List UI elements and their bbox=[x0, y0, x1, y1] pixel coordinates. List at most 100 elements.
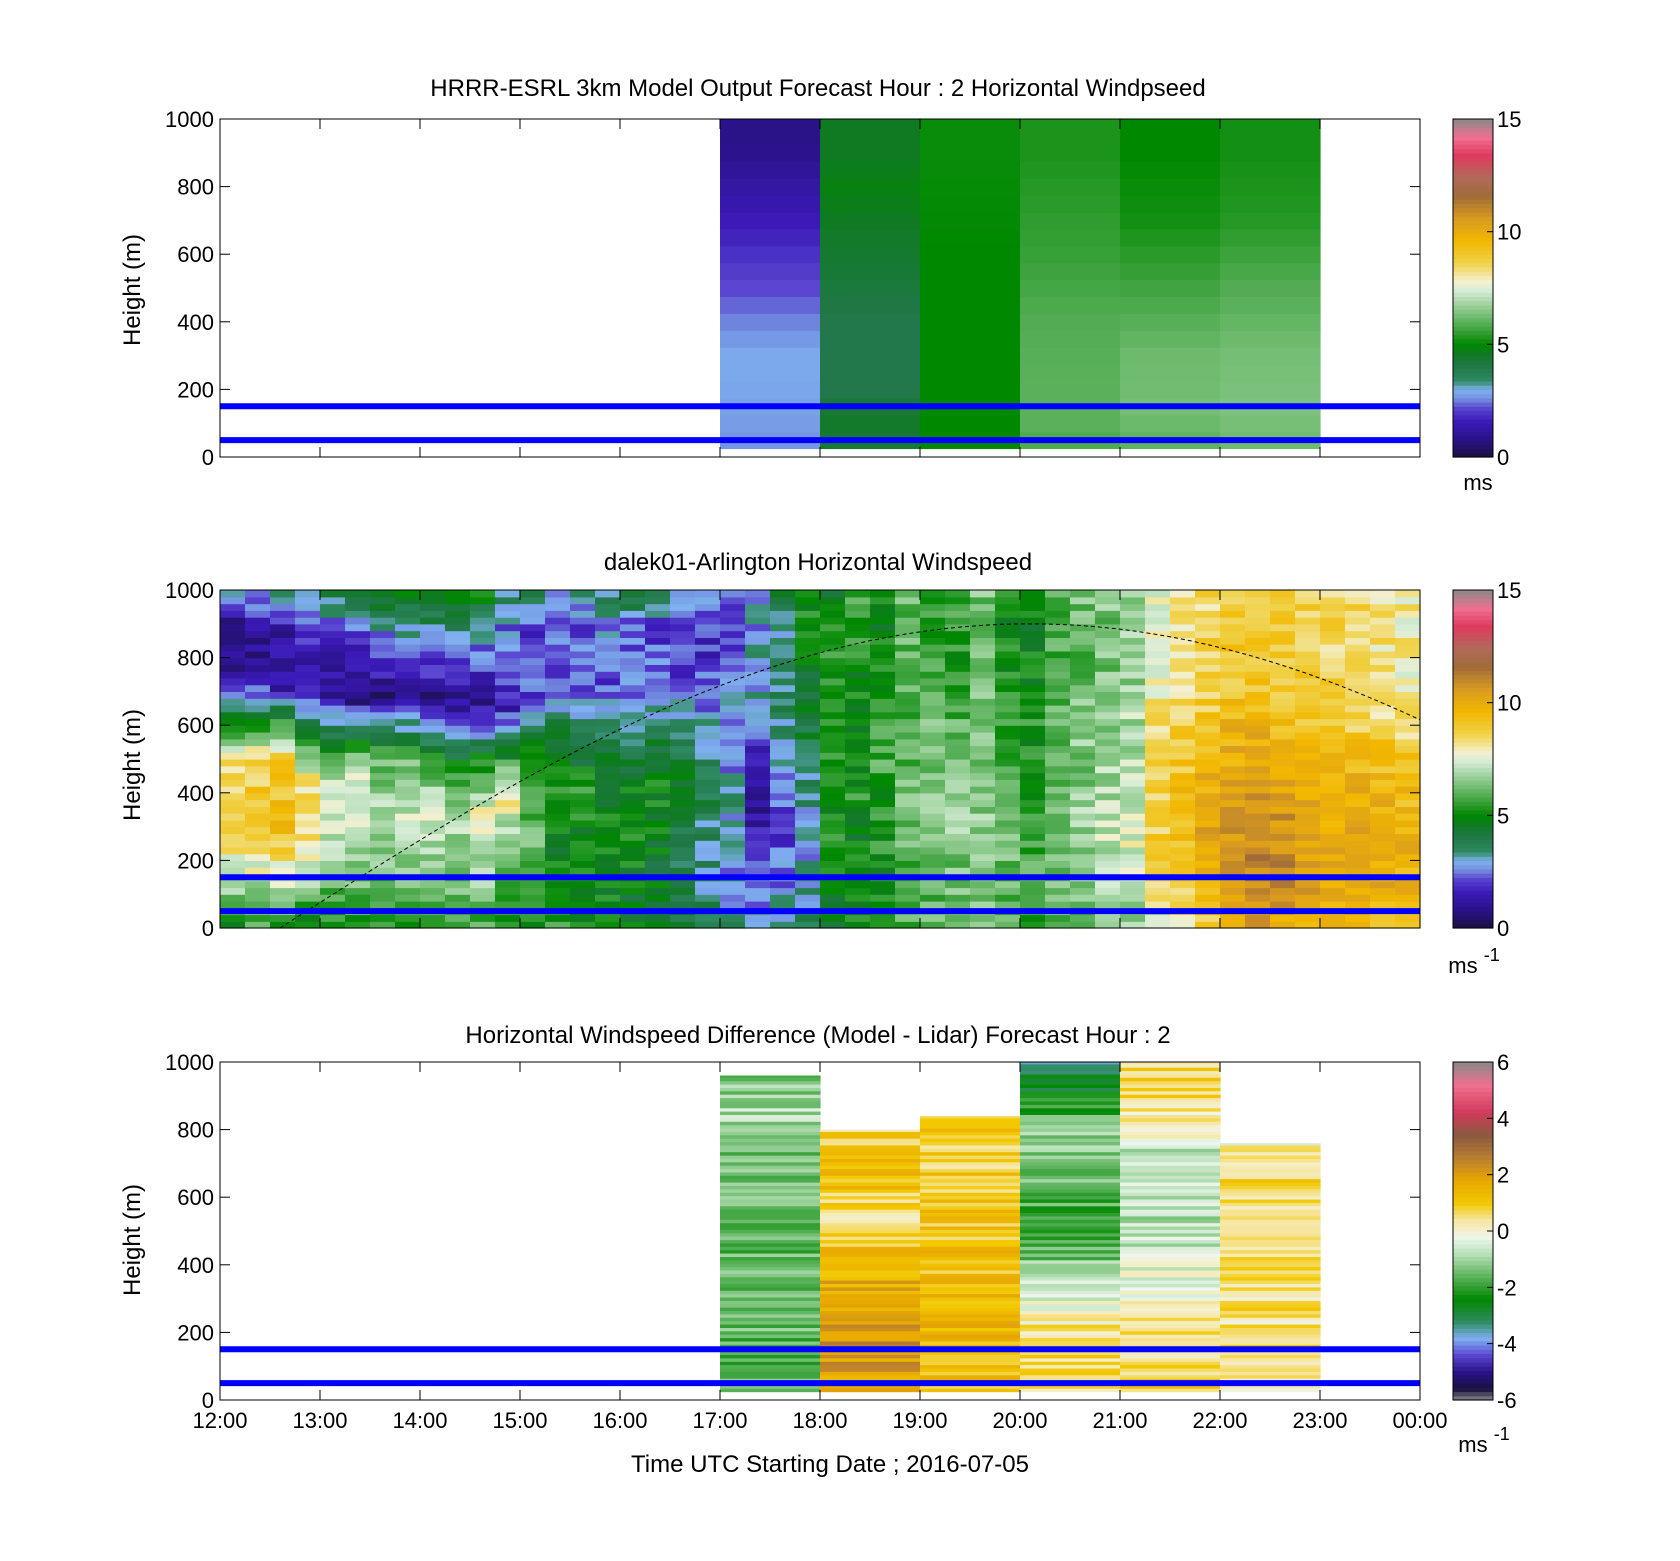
heatmap-cell bbox=[1295, 921, 1321, 929]
heatmap-cell bbox=[945, 671, 971, 679]
heatmap-cell bbox=[1120, 1188, 1221, 1193]
heatmap-cell bbox=[220, 617, 246, 625]
heatmap-cell bbox=[270, 671, 296, 679]
heatmap-cell bbox=[620, 894, 646, 902]
heatmap-cell bbox=[645, 617, 671, 625]
heatmap-cell bbox=[495, 630, 521, 638]
heatmap-cell bbox=[1295, 914, 1321, 922]
heatmap-cell bbox=[1070, 664, 1096, 672]
heatmap-cell bbox=[1370, 610, 1396, 618]
heatmap-cell bbox=[320, 698, 346, 706]
heatmap-cell bbox=[1395, 860, 1421, 868]
heatmap-cell bbox=[1220, 1384, 1321, 1389]
heatmap-cell bbox=[970, 677, 996, 686]
heatmap-cell bbox=[1395, 644, 1421, 652]
heatmap-cell bbox=[720, 1354, 821, 1359]
colorbar-segment bbox=[1453, 262, 1493, 268]
heatmap-cell bbox=[945, 772, 971, 780]
heatmap-cell bbox=[1070, 887, 1096, 895]
heatmap-cell bbox=[1295, 725, 1321, 733]
heatmap-cell bbox=[570, 792, 596, 801]
heatmap-cell bbox=[870, 718, 896, 726]
heatmap-cell bbox=[720, 887, 746, 895]
heatmap-cell bbox=[420, 772, 446, 780]
heatmap-cell bbox=[1195, 813, 1221, 821]
colorbar-segment bbox=[1453, 1171, 1493, 1177]
heatmap-cell bbox=[270, 833, 296, 841]
heatmap-cell bbox=[845, 867, 871, 875]
heatmap-cell bbox=[820, 1229, 921, 1234]
heatmap-cell bbox=[1095, 664, 1121, 672]
heatmap-cell bbox=[245, 617, 271, 625]
heatmap-cell bbox=[220, 779, 246, 787]
heatmap-cell bbox=[720, 1192, 821, 1197]
difference-colorbar-unit-base: ms bbox=[1458, 1432, 1487, 1457]
x-tick-label: 22:00 bbox=[1192, 1408, 1247, 1433]
heatmap-cell bbox=[945, 880, 971, 889]
heatmap-cell bbox=[1170, 704, 1196, 713]
heatmap-cell bbox=[670, 867, 696, 875]
heatmap-cell bbox=[1170, 732, 1196, 740]
heatmap-cell bbox=[1345, 610, 1371, 618]
heatmap-cell bbox=[595, 691, 621, 699]
heatmap-cell bbox=[720, 1357, 821, 1362]
heatmap-cell bbox=[870, 867, 896, 875]
heatmap-cell bbox=[870, 596, 896, 605]
heatmap-cell bbox=[820, 1185, 921, 1190]
heatmap-cell bbox=[1395, 833, 1421, 841]
colorbar-tick-label: 4 bbox=[1497, 1106, 1509, 1131]
heatmap-cell bbox=[1120, 799, 1146, 807]
heatmap-cell bbox=[1020, 1378, 1121, 1382]
heatmap-cell bbox=[1320, 684, 1346, 692]
heatmap-cell bbox=[1295, 718, 1321, 726]
heatmap-cell bbox=[1045, 813, 1071, 821]
heatmap-cell bbox=[1220, 1202, 1321, 1207]
heatmap-cell bbox=[1070, 799, 1096, 807]
heatmap-cell bbox=[495, 657, 521, 665]
heatmap-cell bbox=[795, 759, 821, 767]
heatmap-cell bbox=[795, 867, 821, 875]
heatmap-cell bbox=[1020, 684, 1046, 692]
heatmap-cell bbox=[720, 1151, 821, 1156]
heatmap-cell bbox=[1120, 772, 1146, 780]
heatmap-cell bbox=[995, 840, 1021, 848]
colorbar-segment bbox=[1453, 1129, 1493, 1135]
heatmap-cell bbox=[1220, 1205, 1321, 1210]
heatmap-cell bbox=[820, 1232, 921, 1237]
heatmap-cell bbox=[995, 684, 1021, 692]
heatmap-cell bbox=[820, 860, 846, 868]
heatmap-cell bbox=[920, 1334, 1021, 1339]
heatmap-cell bbox=[1020, 1364, 1121, 1369]
heatmap-cell bbox=[945, 664, 971, 672]
heatmap-cell bbox=[720, 1236, 821, 1241]
heatmap-cell bbox=[1220, 846, 1246, 855]
heatmap-cell bbox=[395, 698, 421, 706]
heatmap-cell bbox=[245, 664, 271, 672]
heatmap-cell bbox=[670, 833, 696, 841]
colorbar-segment bbox=[1453, 919, 1493, 925]
heatmap-cell bbox=[770, 603, 796, 611]
heatmap-cell bbox=[820, 1310, 921, 1315]
heatmap-cell bbox=[370, 860, 396, 868]
heatmap-cell bbox=[1370, 698, 1396, 706]
heatmap-cell bbox=[445, 752, 471, 760]
heatmap-cell bbox=[1220, 880, 1246, 889]
heatmap-cell bbox=[1370, 914, 1396, 922]
heatmap-cell bbox=[1170, 901, 1196, 909]
lidar-y-axis-label: Height (m) bbox=[119, 709, 146, 821]
colorbar-segment bbox=[1453, 410, 1493, 416]
heatmap-cell bbox=[1295, 772, 1321, 780]
heatmap-cell bbox=[920, 296, 1021, 314]
heatmap-cell bbox=[470, 894, 496, 902]
colorbar-segment bbox=[1453, 733, 1493, 739]
heatmap-cell bbox=[1120, 664, 1146, 672]
heatmap-cell bbox=[720, 691, 746, 699]
heatmap-cell bbox=[1220, 704, 1246, 713]
heatmap-cell bbox=[670, 880, 696, 889]
heatmap-cell bbox=[570, 657, 596, 665]
heatmap-cell bbox=[520, 860, 546, 868]
heatmap-cell bbox=[1020, 178, 1121, 196]
heatmap-cell bbox=[1020, 1229, 1121, 1234]
heatmap-cell bbox=[445, 745, 471, 753]
heatmap-cell bbox=[1020, 887, 1046, 895]
